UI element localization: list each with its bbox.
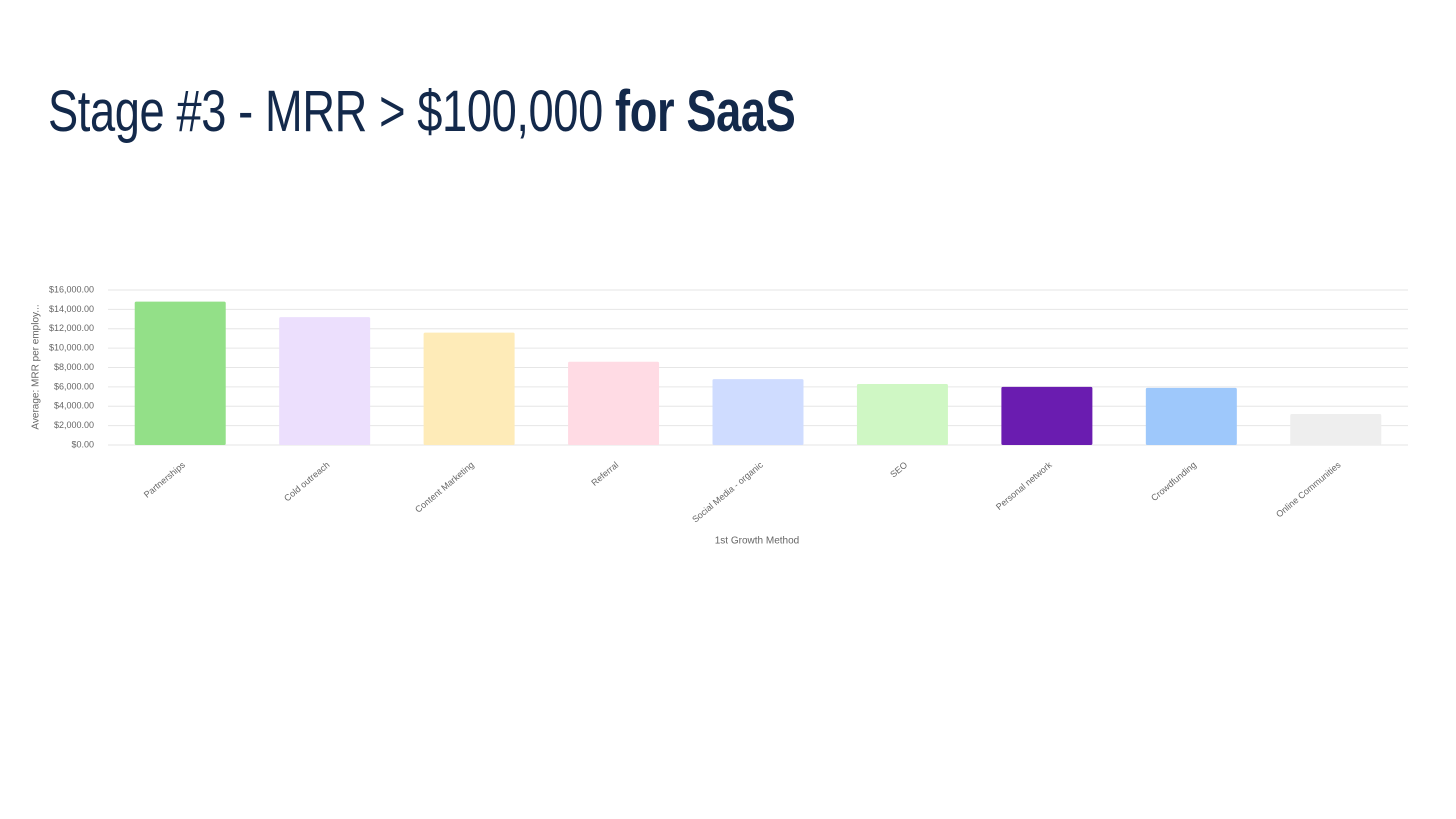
y-tick-label: $12,000.00 xyxy=(49,323,94,333)
x-tick-label: Crowdfunding xyxy=(1149,460,1198,503)
x-tick-label: Social Media - organic xyxy=(690,459,765,524)
bar xyxy=(1290,414,1382,445)
x-tick-label: Referral xyxy=(589,460,620,488)
bar xyxy=(712,379,804,445)
slide-title: Stage #3 - MRR > $100,000 for SaaS xyxy=(48,78,796,145)
x-tick-label: Online Communities xyxy=(1274,459,1343,519)
title-text: Stage #3 - MRR > $100,000 xyxy=(48,79,603,144)
bar xyxy=(423,332,515,445)
bar xyxy=(134,301,226,445)
y-tick-label: $2,000.00 xyxy=(54,420,94,430)
x-tick-label: SEO xyxy=(888,460,909,480)
bar xyxy=(1145,387,1237,445)
bar xyxy=(1001,386,1093,445)
bar xyxy=(856,383,948,445)
x-axis-label: 1st Growth Method xyxy=(715,536,799,547)
y-tick-label: $4,000.00 xyxy=(54,401,94,411)
title-emphasis: for SaaS xyxy=(615,79,796,144)
y-tick-label: $10,000.00 xyxy=(49,343,94,353)
x-tick-label: Content Marketing xyxy=(413,460,476,515)
bar xyxy=(568,361,660,445)
y-tick-label: $0.00 xyxy=(71,439,94,449)
y-tick-label: $16,000.00 xyxy=(49,284,94,294)
y-tick-label: $6,000.00 xyxy=(54,381,94,391)
y-axis-label: Average: MRR per employ... xyxy=(31,304,42,429)
x-tick-label: Cold outreach xyxy=(282,460,331,504)
bar xyxy=(279,317,371,445)
y-tick-label: $8,000.00 xyxy=(54,362,94,372)
x-tick-label: Personal network xyxy=(994,459,1054,512)
x-tick-label: Partnerships xyxy=(142,459,188,499)
y-tick-label: $14,000.00 xyxy=(49,304,94,314)
